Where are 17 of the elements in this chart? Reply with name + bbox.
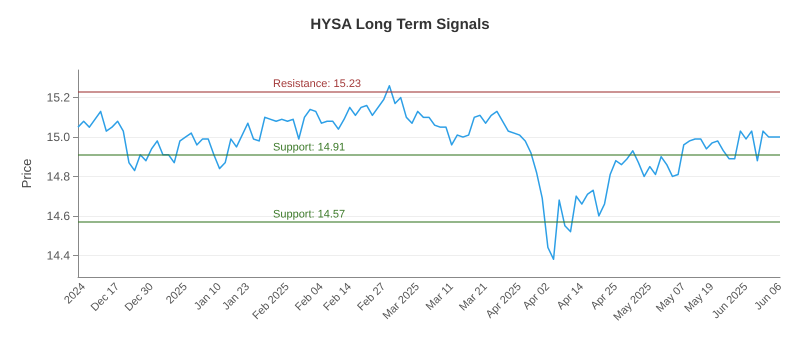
x-tick-label: Jun 06 [752, 280, 784, 313]
y-tick-label: 14.4 [46, 248, 70, 262]
x-tick-label: Feb 14 [321, 280, 354, 314]
x-tick-label: Apr 02 [520, 280, 552, 312]
y-tick-label: 14.6 [46, 208, 70, 223]
ref-line-label: Support: 14.57 [273, 208, 346, 220]
x-tick-label: Dec 17 [88, 280, 122, 314]
chart-title: HYSA Long Term Signals [310, 16, 490, 33]
x-tick-label: Apr 14 [554, 280, 586, 312]
y-tick-label: 14.8 [46, 169, 70, 184]
x-tick-label: Dec 30 [122, 280, 156, 314]
y-axis-title: Price [19, 158, 34, 188]
x-tick-label: Mar 11 [424, 280, 456, 313]
ref-line-label: Support: 14.91 [273, 141, 346, 154]
y-tick-label: 15.0 [46, 130, 70, 144]
y-tick-label: 15.2 [46, 90, 70, 105]
ref-line-label: Resistance: 15.23 [273, 78, 362, 90]
